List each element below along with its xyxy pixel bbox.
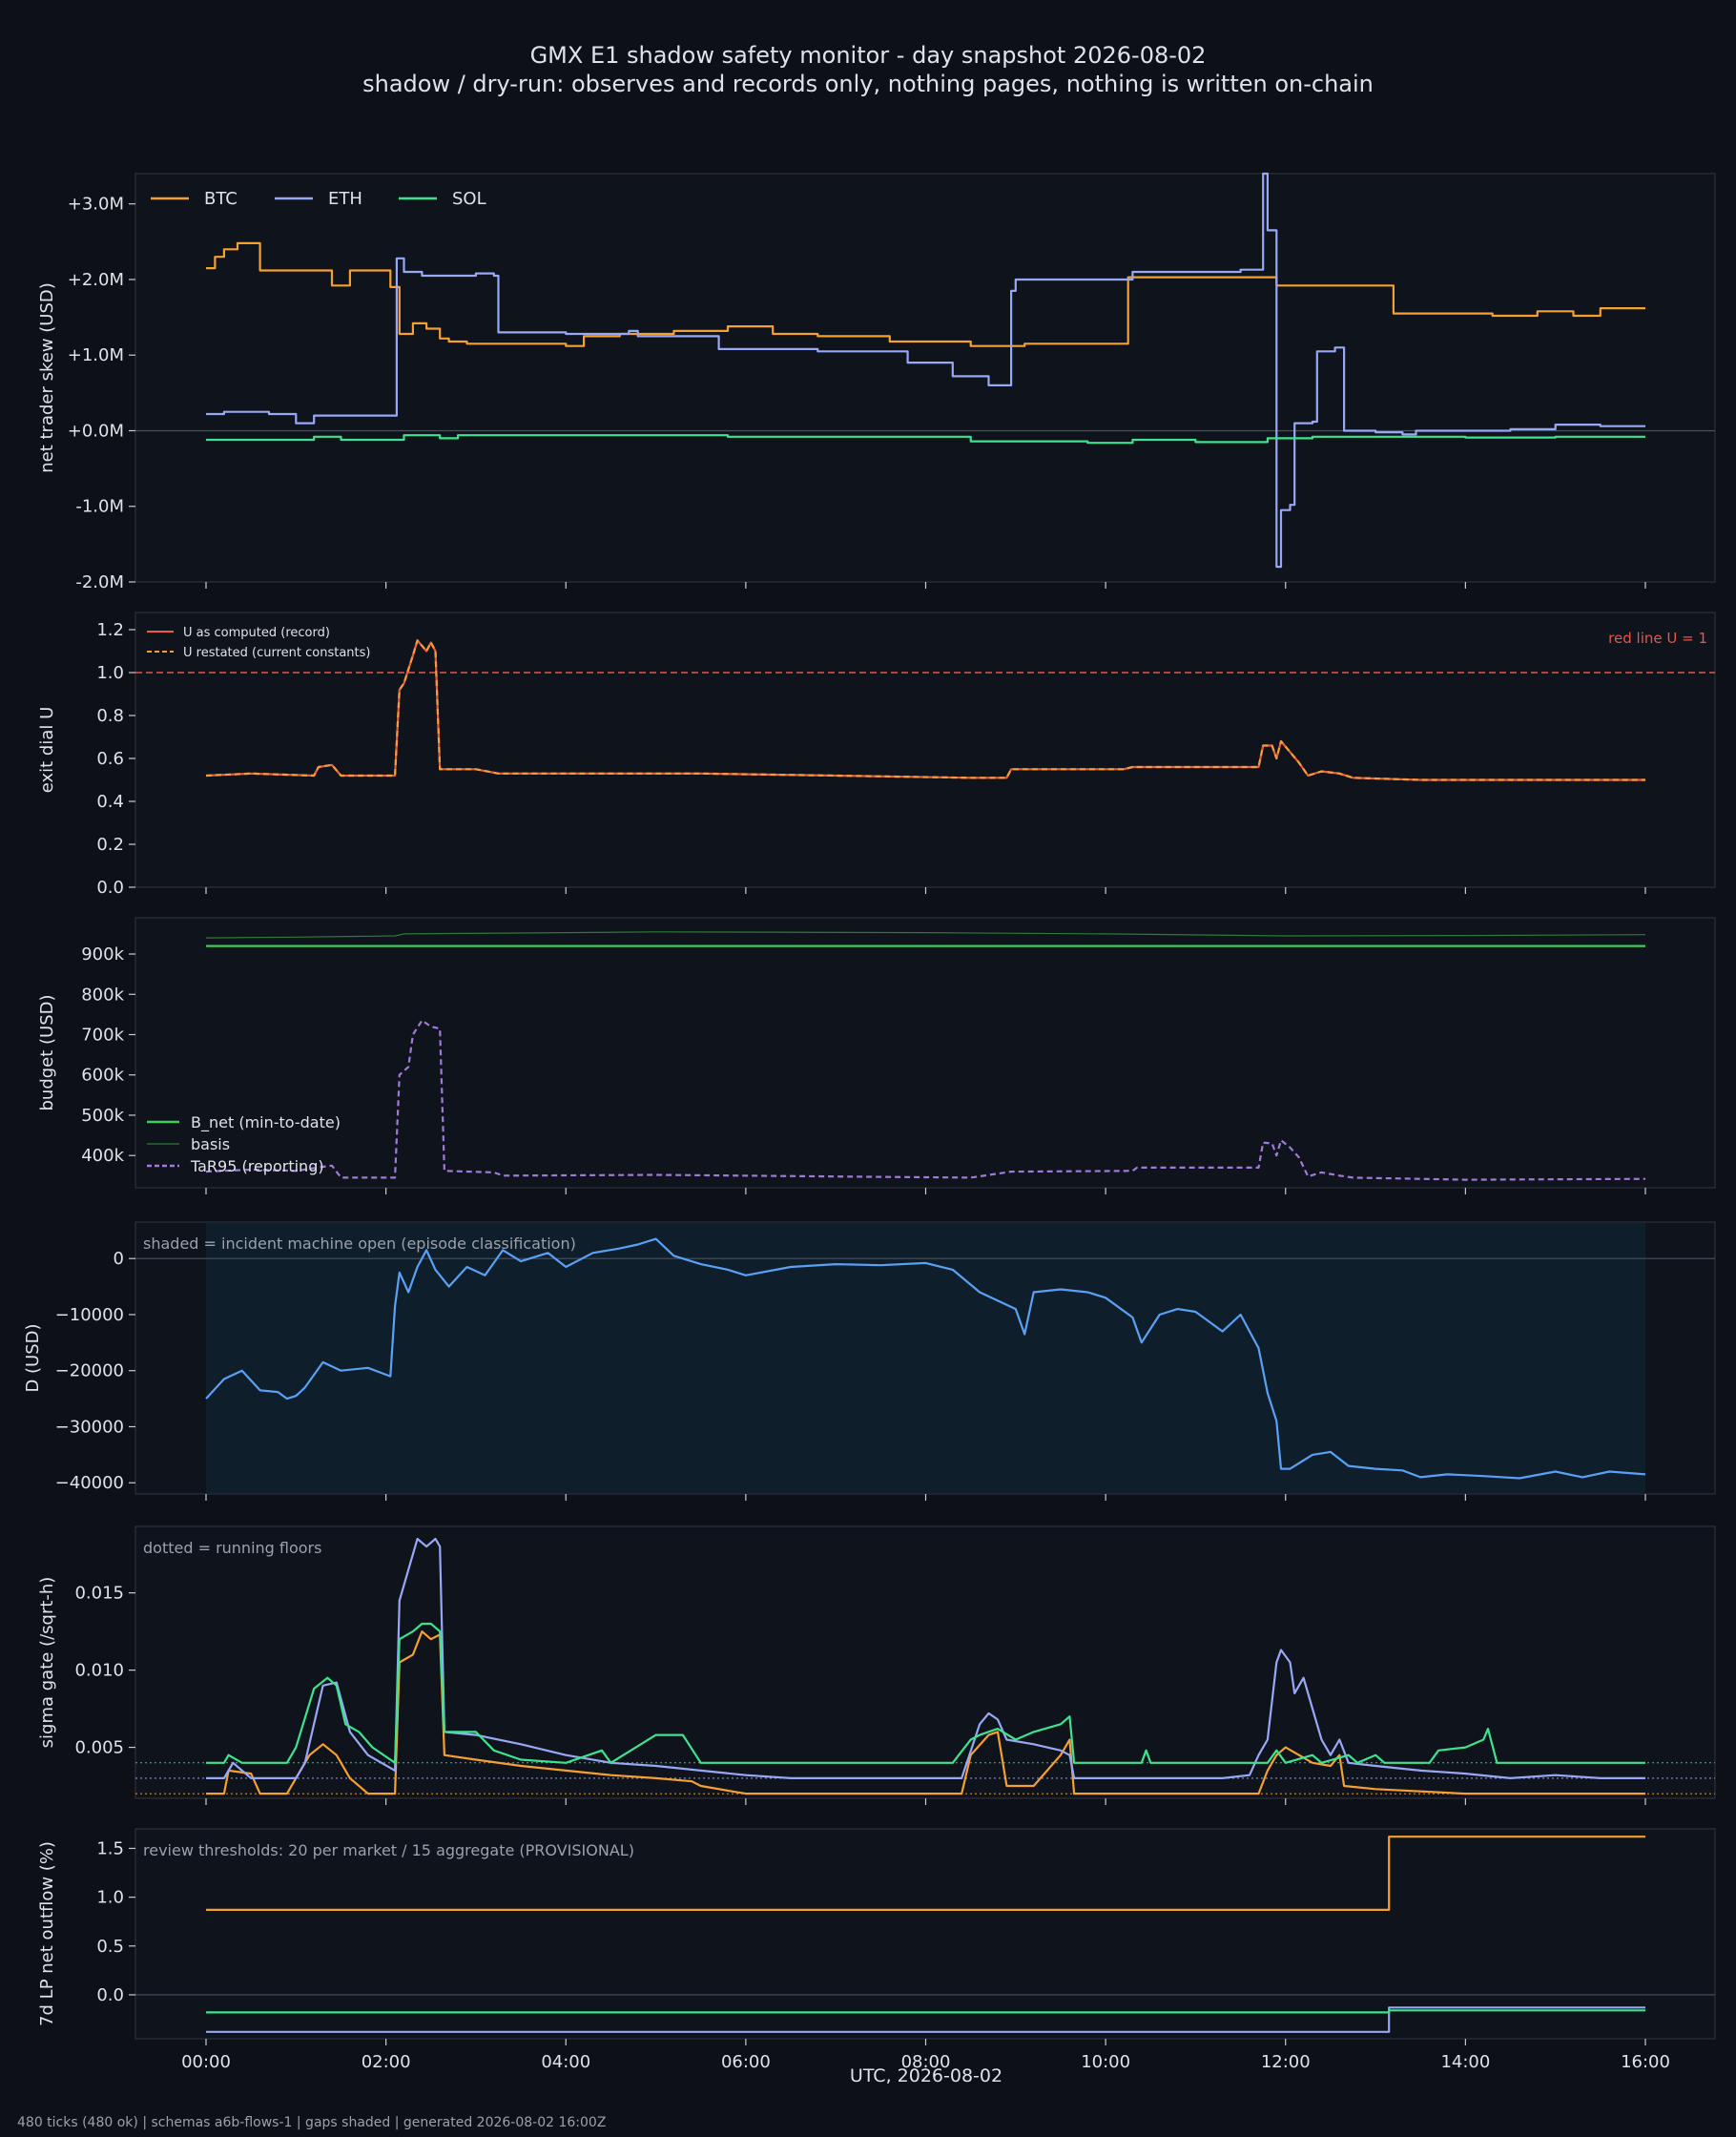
- y-tick-label: 800k: [81, 985, 124, 1005]
- series-line-u-restated-current-constants-: [205, 639, 1645, 781]
- panel-annotation: review thresholds: 20 per market / 15 ag…: [143, 1841, 634, 1859]
- y-tick-label: -2.0M: [75, 572, 124, 592]
- incident-shaded-region: [206, 1223, 1645, 1493]
- y-axis-label: budget (USD): [37, 994, 57, 1110]
- series-line-sol: [206, 1622, 1645, 1764]
- legend-label: U as computed (record): [183, 626, 330, 640]
- x-tick-label: 00:00: [181, 2052, 231, 2072]
- y-tick-label: +1.0M: [68, 345, 124, 365]
- series-line-basis: [205, 931, 1646, 939]
- panel-annotation: shaded = incident machine open (episode …: [143, 1234, 576, 1253]
- x-tick-label: 02:00: [362, 2052, 411, 2072]
- legend-label: TaR95 (reporting): [190, 1157, 324, 1175]
- series-line-eth: [206, 1537, 1645, 1779]
- y-tick-label: 0.015: [74, 1584, 124, 1604]
- y-tick-label: 0.6: [96, 749, 124, 769]
- y-tick-label: +3.0M: [68, 195, 124, 215]
- x-tick-label: 04:00: [541, 2052, 590, 2072]
- y-tick-label: −30000: [55, 1417, 124, 1437]
- figure-title: GMX E1 shadow safety monitor - day snaps…: [530, 42, 1207, 69]
- y-axis-label: net trader skew (USD): [37, 282, 57, 473]
- legend-label: ETH: [328, 189, 362, 209]
- red-line-label: red line U = 1: [1608, 630, 1707, 647]
- legend-label: BTC: [204, 189, 238, 209]
- y-tick-label: 0.5: [96, 1937, 124, 1957]
- panel-sigma_gate: 0.005 0.010 0.015 sigma gate (/sqrt-h) dotte…: [37, 1525, 1716, 1805]
- x-tick-label: 08:00: [901, 2052, 951, 2072]
- x-tick-label: 16:00: [1621, 2052, 1670, 2072]
- panel-drawdown: −40000 −30000 −20000 −10000 0 D (USD) shaded =…: [23, 1221, 1716, 1501]
- y-tick-label: 1.5: [96, 1838, 124, 1858]
- footer-status: 480 ticks (480 ok) | schemas a6b-flows-1…: [17, 2115, 606, 2130]
- series-line-d: [205, 1237, 1646, 1480]
- x-axis-label: UTC, 2026-08-02: [850, 2065, 1002, 2086]
- y-tick-label: 0.0: [96, 878, 124, 898]
- panel-frame: [134, 1828, 1716, 2040]
- series-line-eth: [206, 172, 1645, 569]
- panel-budget: 400k 500k 600k 700k 800k 900k budget (USD) B_ne…: [37, 917, 1716, 1194]
- y-tick-label: 0: [114, 1249, 124, 1269]
- y-tick-label: −10000: [55, 1305, 124, 1325]
- y-axis-label: D (USD): [23, 1323, 43, 1392]
- panel-frame: [134, 173, 1716, 583]
- y-tick-label: 0.010: [74, 1661, 124, 1681]
- y-tick-label: 1.0: [96, 663, 124, 683]
- x-tick-label: 10:00: [1081, 2052, 1130, 2072]
- legend-label: B_net (min-to-date): [191, 1113, 341, 1132]
- y-axis-label: sigma gate (/sqrt-h): [37, 1577, 57, 1749]
- y-tick-label: 0.005: [74, 1738, 124, 1758]
- y-tick-label: −20000: [55, 1361, 124, 1381]
- y-tick-label: −40000: [55, 1473, 124, 1493]
- series-line-btc: [206, 1836, 1645, 1911]
- panel-skew: -2.0M -1.0M +0.0M +1.0M +2.0M +3.0M net trader…: [37, 172, 1716, 592]
- y-tick-label: 700k: [81, 1025, 124, 1045]
- panel-lp_outflow: 0.0 0.5 1.0 1.5 00:00 02:00 04:00 06:00 08:00 10:…: [37, 1828, 1716, 2072]
- y-tick-label: +2.0M: [68, 270, 124, 290]
- panels-group: -2.0M -1.0M +0.0M +1.0M +2.0M +3.0M net trader…: [23, 172, 1716, 2072]
- y-tick-label: 500k: [81, 1106, 124, 1126]
- legend-label: basis: [191, 1135, 230, 1153]
- figure-subtitle: shadow / dry-run: observes and records o…: [362, 71, 1374, 97]
- legend-label: SOL: [452, 189, 486, 209]
- panel-exit_dial: 0.0 0.2 0.4 0.6 0.8 1.0 1.2 exit dial U red line…: [37, 612, 1716, 898]
- x-tick-label: 14:00: [1440, 2052, 1490, 2072]
- panel-annotation: dotted = running floors: [143, 1539, 321, 1557]
- panel-frame: [134, 612, 1716, 888]
- panel-frame: [134, 917, 1716, 1189]
- series-line-sol: [206, 434, 1645, 445]
- y-tick-label: 1.0: [96, 1888, 124, 1908]
- y-tick-label: 0.4: [96, 792, 124, 812]
- y-tick-label: 1.2: [96, 620, 124, 640]
- y-axis-label: exit dial U: [37, 707, 57, 794]
- series-line-tar95-reporting-: [205, 1019, 1646, 1181]
- y-tick-label: 0.2: [96, 835, 124, 855]
- y-tick-label: 0.8: [96, 706, 124, 726]
- series-line-btc: [206, 241, 1645, 347]
- series-line-btc: [206, 1630, 1645, 1795]
- series-line-eth: [206, 2006, 1645, 2033]
- y-axis-label: 7d LP net outflow (%): [37, 1841, 57, 2026]
- series-line-sol: [206, 2009, 1645, 2014]
- y-tick-label: -1.0M: [75, 497, 124, 517]
- legend-label: U restated (current constants): [183, 646, 370, 660]
- y-tick-label: 400k: [81, 1146, 124, 1166]
- y-tick-label: 600k: [81, 1066, 124, 1086]
- y-tick-label: +0.0M: [68, 421, 124, 441]
- x-tick-label: 12:00: [1261, 2052, 1311, 2072]
- x-tick-label: 06:00: [721, 2052, 771, 2072]
- y-tick-label: 0.0: [96, 1985, 124, 2005]
- y-tick-label: 900k: [81, 944, 124, 965]
